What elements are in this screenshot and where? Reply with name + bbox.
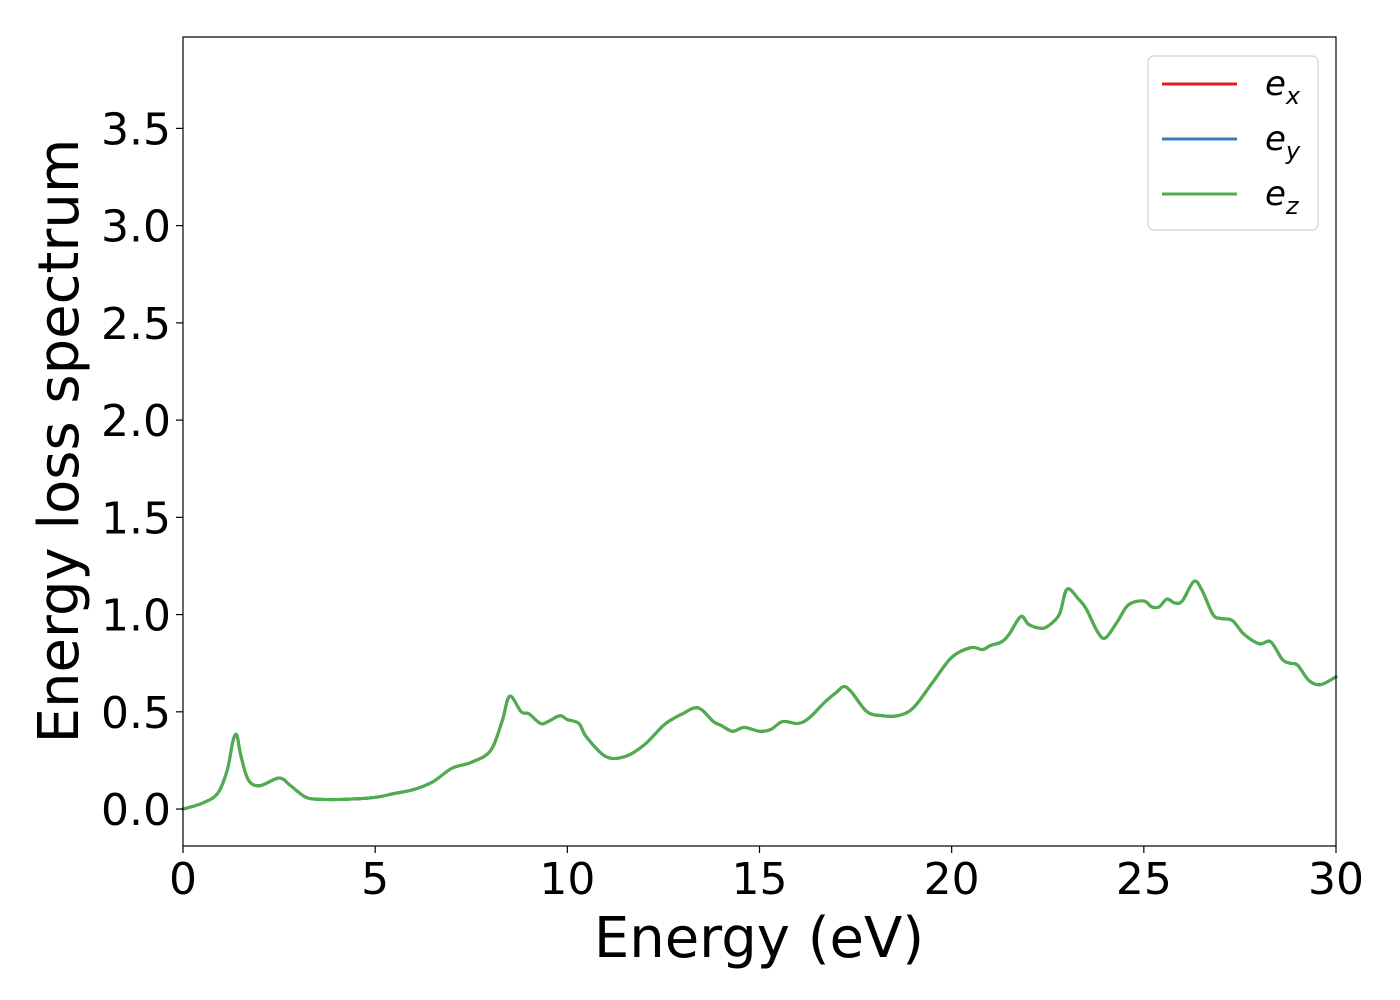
y-tick-label: 1.5 (101, 493, 171, 544)
x-tick-label: 20 (924, 854, 980, 905)
series-line-e-z (181, 579, 1338, 811)
y-tick-label: 1.0 (101, 591, 171, 642)
x-tick-label: 10 (539, 854, 595, 905)
y-tick-label: 3.0 (101, 202, 171, 253)
y-tick-label: 0.5 (101, 688, 171, 739)
x-tick-label: 5 (361, 854, 389, 905)
x-tick-label: 15 (732, 854, 788, 905)
y-tick-label: 3.5 (101, 104, 171, 155)
y-tick-label: 2.0 (101, 396, 171, 447)
x-tick-label: 25 (1116, 854, 1172, 905)
x-tick-label: 30 (1308, 854, 1364, 905)
tick-layer: 0 5 10 15 20 25 30 0.0 0.5 1.0 1.5 2.0 2.5 3.0 3.5 (101, 104, 1364, 905)
x-axis-title: Energy (eV) (594, 906, 924, 971)
y-axis-title: Energy loss spectrum (27, 139, 92, 744)
x-tick-label: 0 (169, 854, 197, 905)
y-tick-label: 0.0 (101, 785, 171, 836)
series-layer (181, 579, 1338, 811)
legend-frame (1147, 55, 1319, 231)
y-tick-label: 2.5 (101, 299, 171, 350)
